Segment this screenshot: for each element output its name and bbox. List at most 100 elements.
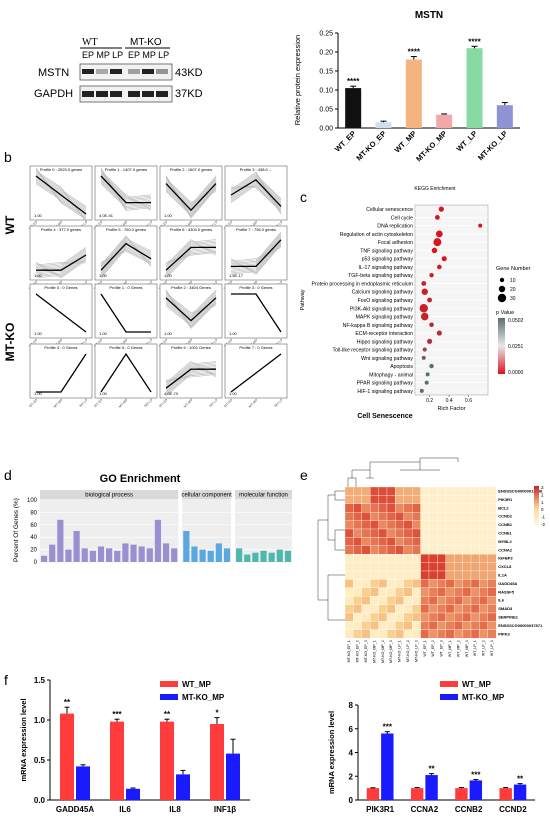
kegg-pathway-label: NF-kappa B signaling pathway xyxy=(343,323,414,329)
heatmap-cell xyxy=(470,512,480,521)
mrna-right-chart: 0 2 4 6 8 mRNA expression level *** PIK3R1 ** CCN… xyxy=(327,680,535,814)
heatmap-col-label: WT_EP_3 xyxy=(440,640,444,656)
heatmap-cell xyxy=(403,512,413,521)
stem-gene-trace xyxy=(165,240,217,267)
heatmap-cell xyxy=(403,486,413,496)
heatmap-cell xyxy=(361,503,371,513)
mrna-ylabel: mRNA expression level xyxy=(19,698,28,781)
go-ytick-label: 60 xyxy=(30,523,37,529)
stem-profile-title: Profile 5 : 760.0 genes xyxy=(106,227,146,232)
mrna-bar xyxy=(410,788,424,800)
stem-gene-trace xyxy=(35,168,87,219)
heatmap-cell xyxy=(437,596,446,605)
heatmap-cell xyxy=(437,554,446,563)
heatmap-cell xyxy=(487,545,497,555)
stem-profile-line xyxy=(231,293,282,333)
heatmap-cell xyxy=(403,579,413,588)
heatmap-cell xyxy=(412,554,421,563)
heatmap-cell xyxy=(395,604,404,614)
heatmap-scale-label: -1 xyxy=(541,515,545,520)
stem-xtick-label: MT-LP xyxy=(209,337,220,348)
stem-gene-trace xyxy=(165,176,217,219)
heatmap-cell xyxy=(353,495,362,504)
mstn-significance: **** xyxy=(408,48,421,57)
mstn-bar-chart: MSTN Relative protein expression 0.00 0.05 0… xyxy=(293,10,520,163)
mrna-legend-label: MT-KO_MP xyxy=(182,693,225,702)
heatmap-cell xyxy=(403,629,413,639)
mstn-significance: **** xyxy=(347,77,360,86)
stem-gene-trace xyxy=(35,183,87,217)
kegg-dot xyxy=(438,206,444,212)
stem-gene-trace xyxy=(35,249,87,271)
mrna-bar xyxy=(160,721,174,800)
heatmap-cell xyxy=(386,512,396,521)
heatmap-cell xyxy=(428,570,438,580)
panel-letter-d: d xyxy=(4,467,12,483)
heatmap-cell xyxy=(344,579,354,588)
heatmap-cell xyxy=(412,579,421,588)
kegg-color-legend-title: p Value xyxy=(496,310,514,316)
heatmap-cell xyxy=(470,545,480,555)
heatmap-cell xyxy=(370,612,379,622)
kegg-xtick-label: 0.6 xyxy=(465,398,472,404)
heatmap-cell xyxy=(395,528,404,538)
mrna-ytick-label: 8 xyxy=(349,701,354,710)
kegg-size-legend-label: 30 xyxy=(510,296,516,302)
heatmap-cell xyxy=(428,528,438,538)
stem-gene-trace xyxy=(35,171,87,222)
heatmap-cell xyxy=(462,554,472,563)
go-bar xyxy=(130,544,137,562)
go-bar xyxy=(207,550,214,562)
heatmap-cell xyxy=(378,604,388,614)
heatmap-cell xyxy=(403,570,413,580)
heatmap-cell xyxy=(412,629,421,639)
kegg-dot xyxy=(437,264,442,270)
heatmap-cell xyxy=(412,486,421,496)
stem-gene-trace xyxy=(165,249,217,279)
heatmap-cell xyxy=(370,596,379,605)
mrna-significance: * xyxy=(215,709,219,718)
mrna-category-label: IL6 xyxy=(119,805,131,814)
heatmap-cell xyxy=(420,612,430,622)
heatmap-cell xyxy=(445,545,455,555)
go-bar xyxy=(191,546,198,562)
stem-profile-line xyxy=(36,353,87,393)
mstn-ytick-label: 0.25 xyxy=(319,31,333,38)
stem-profile-box xyxy=(224,283,288,339)
kegg-dot xyxy=(421,281,427,286)
heatmap-cell xyxy=(428,579,438,588)
heatmap-scale-bar xyxy=(534,486,539,526)
mrna-legend-swatch xyxy=(440,681,458,687)
heatmap-cell xyxy=(479,612,488,622)
stem-gene-trace xyxy=(100,170,152,210)
heatmap-cell xyxy=(378,512,388,521)
stem-gene-trace xyxy=(100,248,152,279)
heatmap-cell xyxy=(361,562,371,572)
western-blot: WT MT-KO EP MP LP EP MP LP MSTN GAPDH 43… xyxy=(34,37,203,103)
stem-profile-line xyxy=(165,368,216,389)
stem-xtick-label: WT-EP xyxy=(28,219,39,230)
stem-gene-trace xyxy=(100,245,152,276)
heatmap-cell xyxy=(386,562,396,572)
heatmap-cell xyxy=(344,604,354,614)
stem-pvalue: 1.00 xyxy=(34,331,43,336)
go-ylabel: Percent Of Genes (%) xyxy=(13,498,20,562)
mrna-bar xyxy=(210,724,224,800)
stem-gene-trace xyxy=(100,236,152,267)
kegg-pathway-label: Protein processing in endoplasmic reticu… xyxy=(312,281,414,287)
heatmap-cell xyxy=(386,596,396,605)
wb-lanes-wt: EP MP LP xyxy=(82,50,123,60)
mrna-significance: ** xyxy=(64,698,71,707)
heatmap-cell xyxy=(361,528,371,538)
mrna-bar xyxy=(60,713,74,800)
heatmap-cell xyxy=(370,629,379,639)
go-facet-bg xyxy=(182,490,232,562)
stem-profile-title: Profile 0 : 0 Genes xyxy=(44,285,77,290)
mrna-bar xyxy=(381,733,394,800)
stem-gene-trace xyxy=(165,175,217,218)
mstn-bar xyxy=(466,48,483,129)
heatmap-cell xyxy=(487,596,497,605)
stem-xtick-label: MT-EP xyxy=(93,337,104,348)
mrna-category-label: CCNB2 xyxy=(455,805,483,814)
